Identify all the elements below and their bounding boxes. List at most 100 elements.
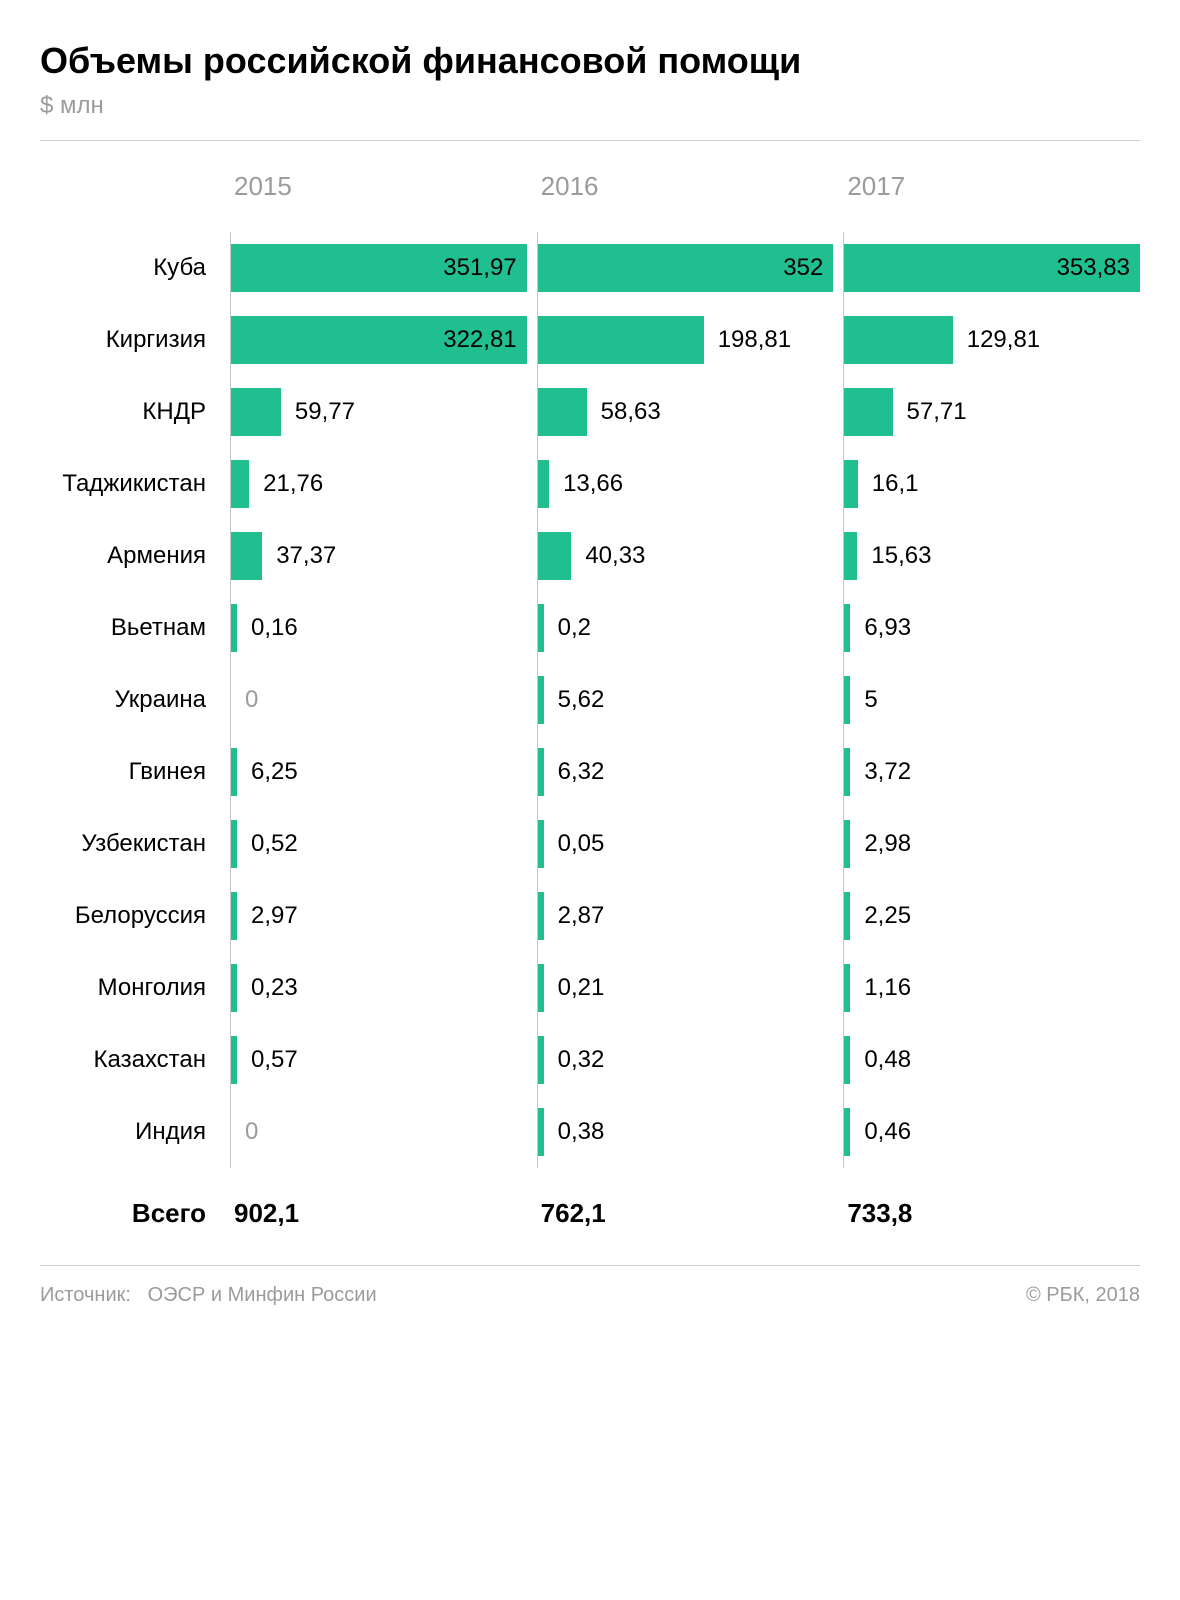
- row-label: Монголия: [40, 952, 220, 1024]
- bar-cell: 0,48: [843, 1024, 1140, 1096]
- bar-cell: 3,72: [843, 736, 1140, 808]
- totals-label: Всего: [40, 1168, 220, 1229]
- bar-cell: 353,83: [843, 232, 1140, 304]
- bar-value: 0: [245, 686, 258, 714]
- bar: [844, 676, 850, 724]
- bar: [844, 1036, 850, 1084]
- credit-text: © РБК, 2018: [1026, 1284, 1140, 1307]
- bar-cell: 5: [843, 664, 1140, 736]
- bar-value: 57,71: [907, 398, 967, 426]
- bar-cell: 0,2: [537, 592, 834, 664]
- total-value: 902,1: [230, 1168, 527, 1229]
- bar-value: 0,57: [251, 1046, 298, 1074]
- bar-value: 0,52: [251, 830, 298, 858]
- row-label: Индия: [40, 1096, 220, 1168]
- row-label: Вьетнам: [40, 592, 220, 664]
- bar-value: 5: [864, 686, 877, 714]
- bar-cell: 0,05: [537, 808, 834, 880]
- bar: [231, 1036, 237, 1084]
- chart-grid: 201520162017Куба351,97352353,83Киргизия3…: [40, 171, 1140, 1229]
- bar-value: 2,25: [864, 902, 911, 930]
- bar-cell: 37,37: [230, 520, 527, 592]
- bar-cell: 16,1: [843, 448, 1140, 520]
- year-header: 2015: [230, 171, 527, 232]
- total-value: 762,1: [537, 1168, 834, 1229]
- bar: [844, 460, 857, 508]
- bar: [231, 964, 237, 1012]
- bar-cell: 6,93: [843, 592, 1140, 664]
- bar-value: 13,66: [563, 470, 623, 498]
- bar-value: 322,81: [443, 326, 516, 354]
- bar-cell: 13,66: [537, 448, 834, 520]
- bar-value: 3,72: [864, 758, 911, 786]
- bar-cell: 0,46: [843, 1096, 1140, 1168]
- bar-cell: 0,21: [537, 952, 834, 1024]
- bar-cell: 15,63: [843, 520, 1140, 592]
- bar-value: 0,38: [558, 1118, 605, 1146]
- bar-cell: 59,77: [230, 376, 527, 448]
- bar-value: 59,77: [295, 398, 355, 426]
- bar: [538, 964, 544, 1012]
- bar-cell: 2,25: [843, 880, 1140, 952]
- bar-value: 5,62: [558, 686, 605, 714]
- bar: [844, 748, 850, 796]
- bar-value: 0,16: [251, 614, 298, 642]
- bar-value: 0,2: [558, 614, 591, 642]
- bar-value: 0,48: [864, 1046, 911, 1074]
- bar: [538, 1108, 544, 1156]
- bar: [538, 388, 587, 436]
- row-label: Таджикистан: [40, 448, 220, 520]
- bar: [844, 820, 850, 868]
- total-value: 733,8: [843, 1168, 1140, 1229]
- bar-cell: 0: [230, 1096, 527, 1168]
- row-label: Белоруссия: [40, 880, 220, 952]
- bar-cell: 21,76: [230, 448, 527, 520]
- divider-top: [40, 140, 1140, 141]
- bar-value: 198,81: [718, 326, 791, 354]
- bar-value: 129,81: [967, 326, 1040, 354]
- bar-value: 353,83: [1057, 254, 1130, 282]
- divider-bottom: [40, 1265, 1140, 1266]
- bar-cell: 58,63: [537, 376, 834, 448]
- bar: [844, 532, 857, 580]
- bar-value: 6,25: [251, 758, 298, 786]
- bar: [538, 748, 544, 796]
- bar-cell: 0,38: [537, 1096, 834, 1168]
- bar: [538, 1036, 544, 1084]
- row-label: КНДР: [40, 376, 220, 448]
- bar-value: 2,98: [864, 830, 911, 858]
- bar-cell: 2,87: [537, 880, 834, 952]
- bar: [231, 460, 249, 508]
- bar-value: 0,05: [558, 830, 605, 858]
- bar-value: 58,63: [601, 398, 661, 426]
- bar-value: 6,93: [864, 614, 911, 642]
- bar-cell: 0,52: [230, 808, 527, 880]
- bar: [231, 892, 237, 940]
- bar-cell: 322,81: [230, 304, 527, 376]
- chart-title: Объемы российской финансовой помощи: [40, 40, 1140, 82]
- source-label: Источник:: [40, 1284, 131, 1306]
- row-label: Армения: [40, 520, 220, 592]
- year-header: 2017: [843, 171, 1140, 232]
- bar: [844, 964, 850, 1012]
- bar-cell: 198,81: [537, 304, 834, 376]
- row-label: Украина: [40, 664, 220, 736]
- bar-value: 0,32: [558, 1046, 605, 1074]
- bar-value: 21,76: [263, 470, 323, 498]
- row-label: Киргизия: [40, 304, 220, 376]
- bar: [538, 892, 544, 940]
- row-label: Узбекистан: [40, 808, 220, 880]
- bar-cell: 40,33: [537, 520, 834, 592]
- bar-value: 40,33: [585, 542, 645, 570]
- bar-cell: 2,98: [843, 808, 1140, 880]
- bar-value: 0,21: [558, 974, 605, 1002]
- bar: [844, 1108, 850, 1156]
- bar: [538, 820, 544, 868]
- chart-footer: Источник: ОЭСР и Минфин России © РБК, 20…: [40, 1284, 1140, 1307]
- bar-cell: 6,32: [537, 736, 834, 808]
- chart-subtitle: $ млн: [40, 92, 1140, 120]
- bar-value: 2,97: [251, 902, 298, 930]
- bar-value: 0,23: [251, 974, 298, 1002]
- bar: [231, 820, 237, 868]
- bar-cell: 0,32: [537, 1024, 834, 1096]
